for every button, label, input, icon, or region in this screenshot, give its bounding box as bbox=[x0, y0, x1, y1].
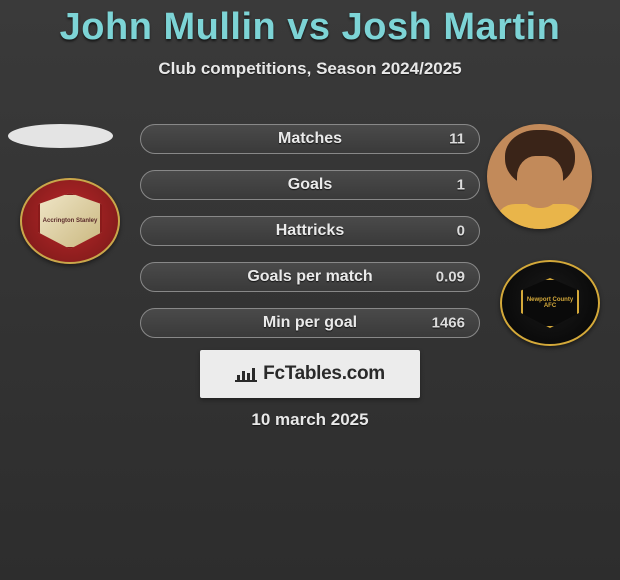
stat-value-right: 0.09 bbox=[436, 269, 465, 286]
player-left-avatar bbox=[8, 124, 113, 148]
stats-panel: Matches 11 Goals 1 Hattricks 0 Goals per… bbox=[140, 124, 480, 354]
player-right-avatar bbox=[487, 124, 592, 229]
player-right-shirt bbox=[495, 204, 585, 229]
date-text: 10 march 2025 bbox=[0, 410, 620, 430]
club-left-label: Accrington Stanley bbox=[43, 218, 98, 225]
brand-box[interactable]: FcTables.com bbox=[200, 350, 420, 398]
stat-row-mpg: Min per goal 1466 bbox=[140, 308, 480, 338]
stat-value-right: 11 bbox=[449, 131, 465, 148]
comparison-card: John Mullin vs Josh Martin Club competit… bbox=[0, 0, 620, 580]
stat-value-right: 0 bbox=[457, 223, 465, 240]
brand-chart-icon bbox=[235, 365, 257, 383]
stat-label: Hattricks bbox=[276, 222, 344, 240]
stat-row-hattricks: Hattricks 0 bbox=[140, 216, 480, 246]
subtitle: Club competitions, Season 2024/2025 bbox=[0, 59, 620, 79]
club-right-label: Newport County AFC bbox=[521, 297, 579, 310]
stat-label: Matches bbox=[278, 130, 342, 148]
stat-value-right: 1466 bbox=[432, 315, 465, 332]
stat-row-goals: Goals 1 bbox=[140, 170, 480, 200]
club-right-crest-inner: Newport County AFC bbox=[521, 278, 579, 328]
stat-row-gpm: Goals per match 0.09 bbox=[140, 262, 480, 292]
club-right-crest: Newport County AFC bbox=[500, 260, 600, 346]
stat-label: Min per goal bbox=[263, 314, 357, 332]
stat-value-right: 1 bbox=[457, 177, 465, 194]
stat-label: Goals per match bbox=[247, 268, 372, 286]
club-left-crest-inner: Accrington Stanley bbox=[38, 193, 102, 249]
brand-text: FcTables.com bbox=[263, 363, 385, 385]
stat-label: Goals bbox=[288, 176, 332, 194]
page-title: John Mullin vs Josh Martin bbox=[0, 0, 620, 49]
stat-row-matches: Matches 11 bbox=[140, 124, 480, 154]
club-left-crest: Accrington Stanley bbox=[20, 178, 120, 264]
